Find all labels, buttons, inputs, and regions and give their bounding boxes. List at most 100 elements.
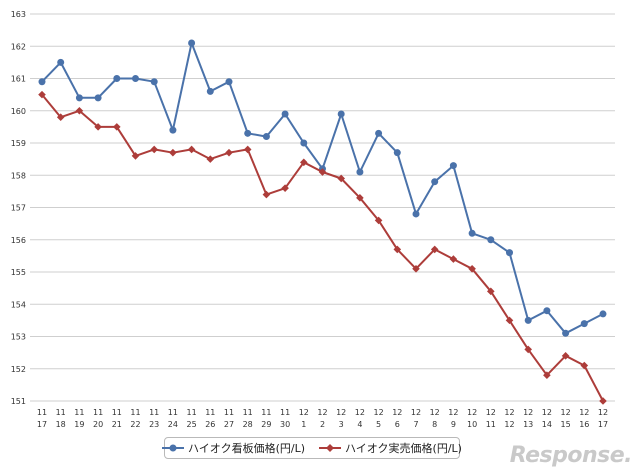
data-point	[599, 310, 607, 318]
y-tick-label: 154	[11, 300, 26, 309]
data-point	[75, 106, 84, 115]
data-point	[38, 78, 46, 86]
x-tick-label-day: 21	[112, 420, 122, 429]
y-tick-label: 161	[11, 75, 26, 84]
data-point	[56, 113, 65, 121]
data-point	[169, 148, 177, 157]
data-point	[412, 264, 420, 273]
data-point	[225, 148, 233, 157]
y-tick-label: 159	[11, 139, 26, 148]
x-tick-label-day: 5	[376, 420, 381, 429]
y-tick-label: 153	[11, 333, 26, 342]
legend-marker-diamond-icon	[319, 444, 341, 452]
x-tick-label-day: 15	[561, 420, 571, 429]
x-tick-label-day: 11	[486, 420, 496, 429]
x-tick-label-day: 17	[37, 420, 47, 429]
watermark-logo: Response.	[509, 443, 633, 468]
data-point	[300, 139, 308, 147]
x-tick-label-month: 12	[542, 408, 552, 417]
data-point	[318, 168, 327, 176]
data-point	[524, 316, 532, 324]
x-tick-label-month: 11	[224, 408, 234, 417]
data-point	[243, 145, 252, 154]
x-tick-label-month: 11	[187, 408, 197, 417]
x-tick-label-day: 26	[205, 420, 215, 429]
data-point	[75, 94, 83, 102]
x-tick-label-month: 11	[205, 408, 215, 417]
x-tick-label-day: 16	[579, 420, 589, 429]
data-point	[188, 39, 196, 47]
y-tick-label: 163	[11, 10, 26, 19]
x-tick-label-day: 12	[504, 420, 514, 429]
y-tick-label: 160	[11, 107, 26, 116]
x-tick-label-month: 11	[74, 408, 84, 417]
x-tick-label-day: 29	[261, 420, 271, 429]
x-tick-label-day: 7	[413, 420, 418, 429]
x-tick-label-month: 12	[561, 408, 571, 417]
x-tick-label-month: 12	[355, 408, 365, 417]
data-point	[412, 210, 420, 218]
x-tick-label-month: 12	[579, 408, 589, 417]
x-tick-label-month: 12	[448, 408, 458, 417]
x-tick-label-day: 28	[243, 420, 253, 429]
data-point	[94, 94, 102, 102]
series-line	[41, 42, 604, 335]
data-point	[187, 145, 196, 154]
x-tick-label-month: 12	[523, 408, 533, 417]
x-tick-label-day: 13	[523, 420, 533, 429]
data-point	[431, 178, 439, 186]
x-tick-label-month: 12	[504, 408, 514, 417]
x-tick-label-month: 12	[317, 408, 327, 417]
y-tick-label: 162	[11, 42, 26, 51]
x-tick-label-month: 11	[261, 408, 271, 417]
x-tick-label-month: 11	[93, 408, 103, 417]
y-tick-label: 152	[11, 365, 26, 374]
data-point	[300, 158, 308, 167]
x-tick-label-month: 11	[37, 408, 47, 417]
x-tick-label-day: 19	[74, 420, 84, 429]
data-point	[375, 129, 383, 137]
data-point	[506, 249, 513, 257]
x-tick-label-month: 12	[336, 408, 346, 417]
x-tick-label-day: 30	[280, 420, 290, 429]
x-tick-label-day: 25	[187, 420, 197, 429]
x-tick-label-day: 20	[93, 420, 103, 429]
data-point	[356, 194, 364, 202]
x-tick-label-day: 18	[56, 420, 66, 429]
x-tick-label-month: 12	[374, 408, 384, 417]
data-point	[393, 149, 401, 157]
x-tick-label-month: 12	[299, 408, 309, 417]
legend-item-actual: ハイオク実売価格(円/L)	[319, 440, 462, 456]
data-point	[206, 155, 215, 163]
y-tick-label: 156	[11, 236, 26, 245]
data-point	[132, 75, 139, 82]
x-tick-label-day: 2	[320, 420, 325, 429]
x-tick-label-day: 17	[598, 420, 608, 429]
data-point	[580, 320, 588, 328]
x-axis-ticks: 1117111811191120112111221123112411251126…	[37, 408, 608, 429]
series-line	[41, 93, 604, 402]
data-point	[281, 110, 289, 118]
data-point	[543, 371, 551, 379]
data-point	[244, 129, 252, 137]
y-tick-label: 157	[11, 204, 26, 213]
data-point	[543, 307, 551, 315]
data-point	[561, 352, 570, 360]
data-point	[487, 287, 495, 296]
x-tick-label-month: 12	[467, 408, 477, 417]
x-tick-label-day: 23	[149, 420, 159, 429]
x-tick-label-month: 12	[598, 408, 608, 417]
data-point	[225, 78, 233, 86]
x-tick-label-month: 11	[112, 408, 122, 417]
data-point	[57, 58, 65, 66]
x-tick-label-month: 12	[430, 408, 440, 417]
x-tick-label-day: 10	[467, 420, 477, 429]
grid-lines	[30, 13, 615, 402]
data-point	[113, 75, 121, 82]
x-tick-label-day: 27	[224, 420, 234, 429]
y-tick-label: 151	[11, 397, 26, 406]
data-point	[337, 110, 345, 118]
x-tick-label-day: 9	[451, 420, 456, 429]
data-point	[113, 123, 121, 131]
